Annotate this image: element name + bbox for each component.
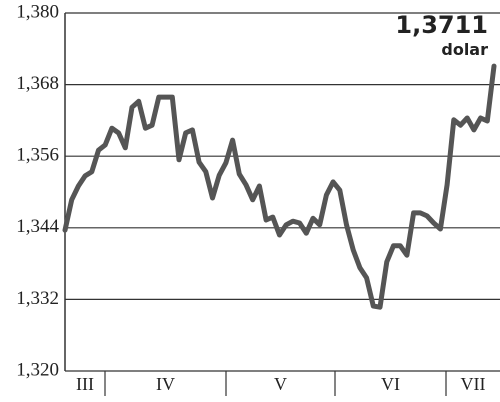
- x-tick-label: IV: [156, 374, 175, 394]
- x-tick-label: VII: [461, 374, 486, 394]
- y-tick-label: 1,320: [16, 359, 59, 380]
- y-tick-label: 1,380: [16, 1, 59, 22]
- x-tick-label: III: [76, 374, 94, 394]
- last-value-annotation: 1,3711: [395, 11, 488, 39]
- x-tick-label: V: [274, 374, 287, 394]
- y-tick-label: 1,356: [16, 145, 59, 166]
- y-tick-label: 1,344: [16, 216, 59, 237]
- unit-annotation: dolar: [441, 40, 488, 59]
- y-tick-label: 1,332: [16, 288, 59, 309]
- x-tick-label: VI: [381, 374, 400, 394]
- y-tick-label: 1,368: [16, 73, 59, 94]
- price-line: [62, 63, 497, 310]
